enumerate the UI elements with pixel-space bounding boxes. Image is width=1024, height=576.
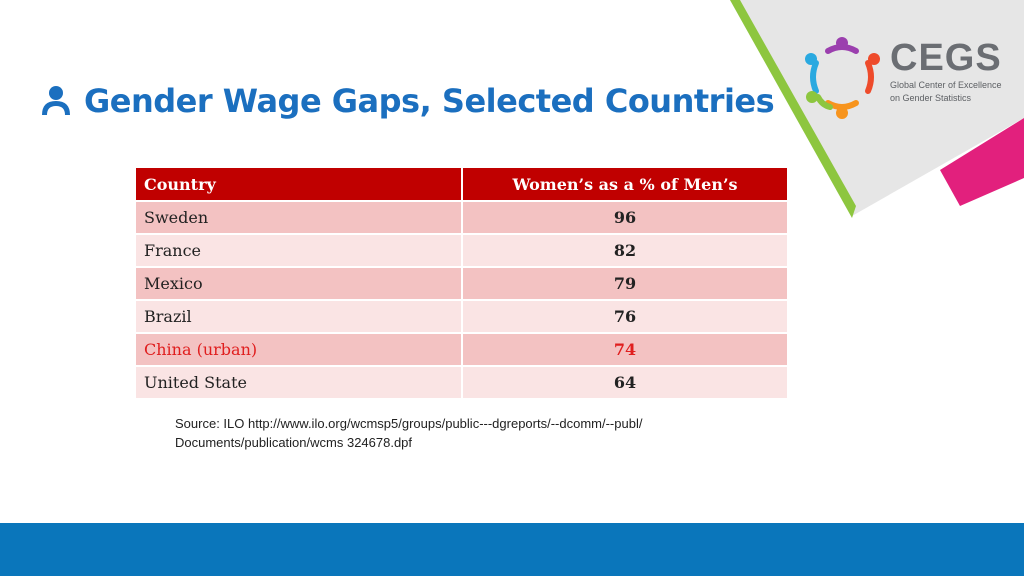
value-cell: 79 [462, 266, 787, 300]
country-cell: Brazil [136, 299, 463, 333]
wage-gap-table: Country Women’s as a % of Men’s Sweden 9… [136, 168, 787, 398]
table-row: Sweden 96 [136, 200, 787, 234]
table-row: France 82 [136, 233, 787, 267]
table-row: United State 64 [136, 365, 787, 398]
value-cell: 82 [462, 233, 787, 267]
country-cell: United State [136, 365, 463, 398]
value-cell: 96 [462, 200, 787, 234]
source-line-2: Documents/publication/wcms 324678.dpf [175, 435, 413, 450]
logo-subtitle-2: on Gender Statistics [890, 93, 972, 103]
footer-bar [0, 523, 1024, 576]
value-cell: 64 [462, 365, 787, 398]
country-cell: Mexico [136, 266, 463, 300]
value-cell: 74 [462, 332, 787, 366]
page-title: Gender Wage Gaps, Selected Countries [84, 82, 775, 120]
table-row-highlighted: China (urban) 74 [136, 332, 787, 366]
person-icon [42, 86, 70, 115]
source-line-1: Source: ILO http://www.ilo.org/wcmsp5/gr… [175, 416, 643, 431]
table-row: Mexico 79 [136, 266, 787, 300]
header-country: Country [136, 168, 463, 201]
logo-text: CEGS Global Center of Excellence on Gend… [890, 39, 1002, 103]
country-cell: China (urban) [136, 332, 463, 366]
table-header-row: Country Women’s as a % of Men’s [136, 168, 787, 201]
source-note: Source: ILO http://www.ilo.org/wcmsp5/gr… [175, 414, 642, 452]
cegs-logo: CEGS Global Center of Excellence on Gend… [798, 33, 1002, 121]
country-cell: France [136, 233, 463, 267]
header-value: Women’s as a % of Men’s [462, 168, 787, 201]
people-circle-icon [805, 37, 880, 119]
value-cell: 76 [462, 299, 787, 333]
table-row: Brazil 76 [136, 299, 787, 333]
title-area: Gender Wage Gaps, Selected Countries [38, 82, 775, 120]
logo-subtitle-1: Global Center of Excellence [890, 80, 1002, 90]
logo-name: CEGS [890, 37, 1002, 79]
country-cell: Sweden [136, 200, 463, 234]
